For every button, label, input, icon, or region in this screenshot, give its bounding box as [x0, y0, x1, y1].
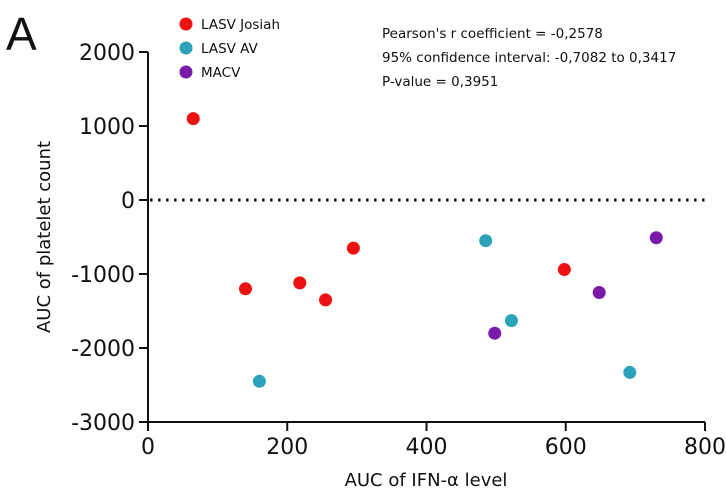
- legend-label: LASV AV: [201, 41, 259, 57]
- data-point-lasv-av: [623, 365, 637, 379]
- data-point-lasv-josiah: [319, 293, 333, 307]
- data-point-lasv-josiah: [238, 282, 252, 296]
- data-point-macv: [649, 231, 663, 245]
- y-tick-label: 2000: [79, 41, 135, 66]
- data-point-lasv-josiah: [186, 112, 200, 126]
- y-tick-label: 0: [121, 189, 135, 214]
- legend-label: MACV: [201, 65, 241, 81]
- panel-label: A: [6, 8, 37, 60]
- stats-line-r: Pearson's r coefficient = -0,2578: [382, 26, 603, 42]
- legend-marker: [179, 65, 193, 79]
- legend-marker: [179, 41, 193, 55]
- legend-marker: [179, 17, 193, 31]
- y-tick-label: -3000: [71, 411, 135, 436]
- data-point-lasv-josiah: [557, 263, 571, 277]
- x-tick-label: 200: [266, 435, 308, 460]
- y-tick-label: 1000: [79, 115, 135, 140]
- data-point-macv: [592, 286, 606, 299]
- x-axis-title: AUC of IFN-α level: [345, 470, 508, 491]
- y-ticks: 2000 1000 0 -1000 -2000 -3000: [71, 41, 148, 436]
- legend: LASV Josiah LASV AV MACV: [179, 17, 280, 81]
- data-point-lasv-josiah: [293, 276, 307, 290]
- data-point-lasv-josiah: [346, 241, 360, 255]
- x-tick-label: 800: [684, 435, 726, 460]
- stats-line-ci: 95% confidence interval: -0,7082 to 0,34…: [382, 50, 676, 66]
- y-tick-label: -1000: [71, 263, 135, 288]
- x-tick-label: 400: [406, 435, 448, 460]
- data-point-lasv-av: [252, 374, 266, 388]
- x-tick-label: 0: [141, 435, 155, 460]
- x-ticks: 0 200 400 600 800: [141, 422, 726, 460]
- y-tick-label: -2000: [71, 337, 135, 362]
- legend-label: LASV Josiah: [201, 17, 280, 33]
- stats-box: Pearson's r coefficient = -0,2578 95% co…: [382, 26, 676, 90]
- data-point-macv: [488, 326, 502, 340]
- y-axis-title: AUC of platelet count: [34, 141, 55, 333]
- x-tick-label: 600: [545, 435, 587, 460]
- data-point-lasv-av: [479, 234, 493, 248]
- data-point-lasv-av: [504, 314, 518, 328]
- data-points: [186, 112, 663, 388]
- stats-line-p: P-value = 0,3951: [382, 74, 498, 90]
